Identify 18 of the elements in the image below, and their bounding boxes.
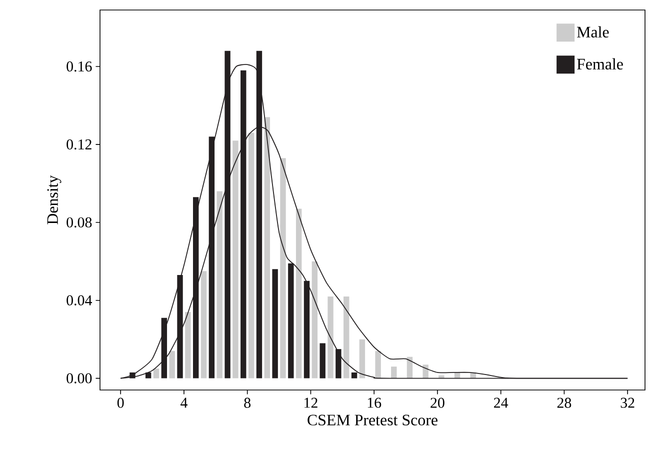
y-tick-label: 0.08 [66,217,92,228]
x-tick-label: 32 [620,398,634,408]
y-tick-label: 0.00 [66,373,92,384]
y-tick-label: 0.16 [66,61,92,72]
x-tick-label: 0 [117,398,124,408]
y-tick-label: 0.04 [66,295,92,306]
x-tick-label: 16 [368,398,382,408]
y-tick-label: 0.12 [66,139,92,150]
legend-label: Male [577,26,609,38]
x-tick-label: 20 [430,398,444,408]
x-tick-label: 8 [244,398,251,408]
x-axis-title: CSEM Pretest Score [308,414,438,426]
x-tick-label: 4 [180,398,188,408]
legend-label: Female [577,58,623,70]
x-tick-label: 28 [557,398,572,408]
y-axis-title: Density [47,175,62,224]
x-tick-label: 24 [494,398,508,408]
x-tick-label: 12 [304,398,318,408]
